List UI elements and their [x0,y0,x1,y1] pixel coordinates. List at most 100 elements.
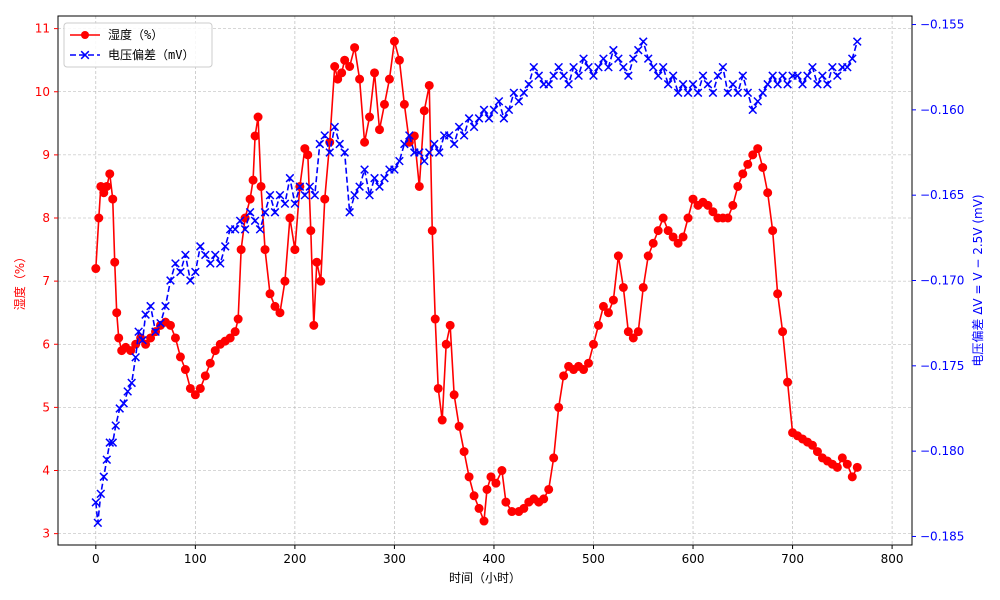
data-point [847,472,857,482]
data-point [678,79,688,89]
data-point [430,314,440,324]
data-point [618,282,628,292]
data-point [166,276,175,285]
data-point [783,377,793,387]
y-left-tick-label: 10 [35,85,50,99]
legend-label: 电压偏差（mV） [108,47,194,62]
data-point [479,516,489,526]
data-point [115,404,125,413]
legend: 湿度（%） 电压偏差（mV） [63,22,213,68]
x-tick-label: 600 [682,552,705,566]
data-point [191,267,200,277]
data-point [763,79,773,89]
data-point [414,148,424,157]
data-point [728,79,738,89]
data-point [807,440,817,450]
data-point [491,478,501,488]
data-point [105,438,115,447]
y-right-tick-label: −0.155 [920,18,964,32]
x-tick-label: 500 [582,552,605,566]
data-point [427,226,437,236]
data-point [559,371,569,381]
data-point [295,182,305,191]
y-left-tick-label: 9 [42,148,50,162]
data-point [793,71,802,81]
data-point [110,257,120,267]
data-point [370,173,379,183]
data-point [151,327,160,337]
data-point [501,497,511,507]
data-point [828,62,837,72]
data-point [783,79,792,89]
data-point [233,314,243,324]
data-point [842,62,852,72]
data-point [394,55,404,65]
data-point [484,114,494,123]
data-point [108,438,118,447]
data-point [544,79,554,89]
data-point [554,402,564,412]
data-point [256,181,266,191]
data-point [554,62,563,72]
x-tick-label: 400 [483,552,506,566]
data-point [250,131,260,141]
data-point [763,188,773,198]
data-point [285,173,295,183]
data-point [808,62,817,72]
data-point [175,352,185,362]
data-point [748,150,758,160]
y-left-tick-label: 7 [42,274,50,288]
data-point [474,114,484,123]
data-point [723,88,733,98]
data-point [253,112,263,122]
legend-marker [81,31,89,39]
data-point [260,207,270,217]
data-point [186,276,195,285]
legend-label: 湿度（%） [108,27,163,42]
data-point [245,194,255,204]
data-point [778,327,788,337]
data-point [176,267,185,277]
data-point [350,43,360,53]
data-point [589,71,598,81]
data-point [225,333,235,343]
data-point [519,88,529,98]
data-point [837,453,847,463]
data-point [603,308,613,318]
data-point [309,320,319,330]
data-point [658,62,668,72]
data-point [146,301,155,311]
data-point [773,289,783,299]
data-point [429,139,439,149]
data-point [210,346,220,356]
data-point [102,181,112,191]
data-point [544,484,554,494]
data-point [852,37,862,46]
data-point [559,71,568,81]
x-tick-label: 800 [881,552,904,566]
y-right-tick-label: −0.175 [920,359,964,373]
data-point [270,301,280,311]
data-point [260,245,270,255]
data-point [441,339,451,349]
data-point [628,333,638,343]
data-point [190,390,200,400]
data-point [230,224,240,234]
series-layer [91,36,862,528]
data-point [379,99,389,109]
data-point [818,71,827,81]
axes: 0 100 200 300 400 500 600 700 800 3 4 5 6 7 8 9 10 11 −0.1… [12,15,985,585]
data-point [693,88,703,98]
data-point [170,333,180,343]
data-point [499,114,509,123]
data-point [320,131,330,140]
data-point [355,182,364,191]
data-point [102,455,112,465]
data-point [569,62,578,72]
data-point [105,169,115,179]
data-point [360,165,369,174]
data-point [574,71,583,81]
data-point [405,131,414,140]
